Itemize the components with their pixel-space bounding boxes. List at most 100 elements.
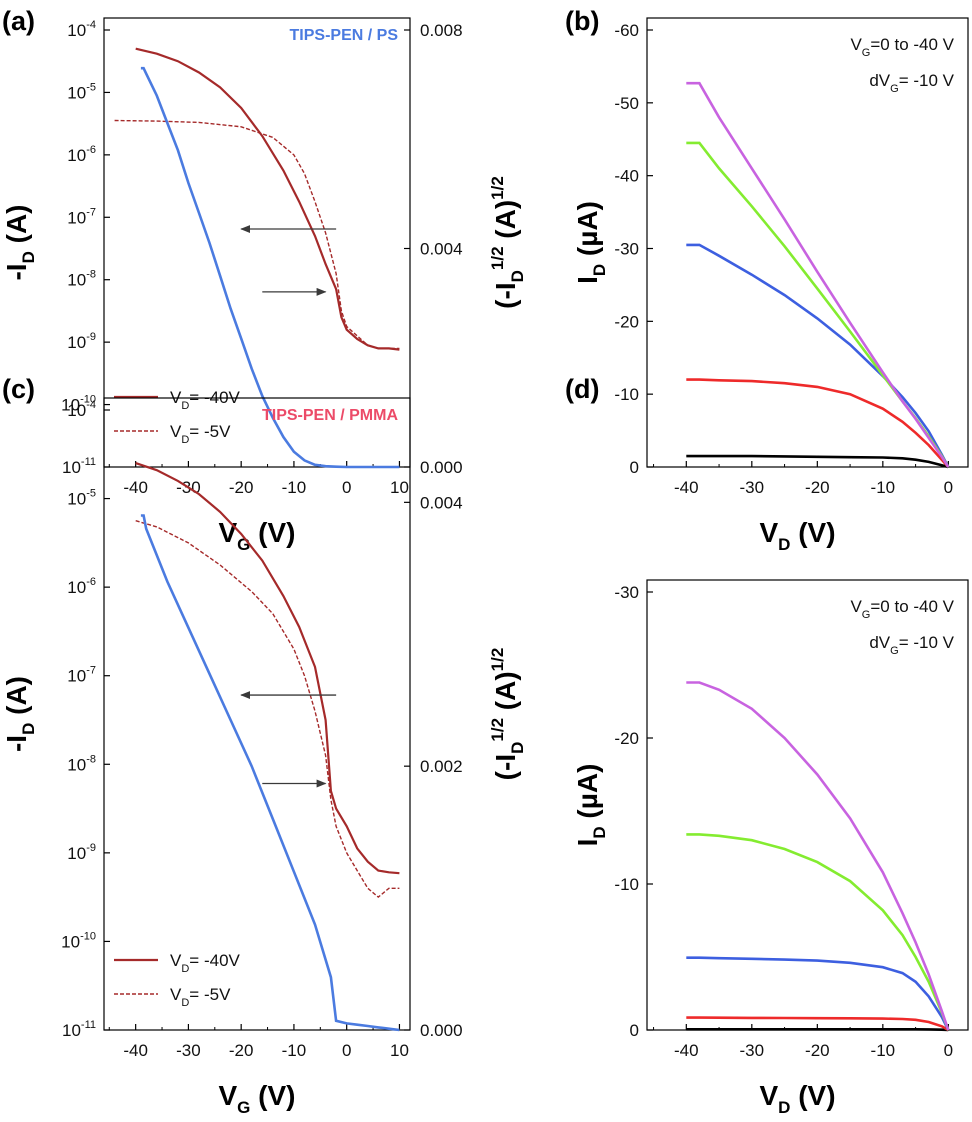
y-tick-label: 10-6 [67,576,96,597]
y-axis-title-main: -I [1,735,32,752]
legend-label-pre: V [170,985,182,1004]
legend-label: VD= -5V [170,422,231,446]
annotation-post: =0 to -40 V [870,597,954,616]
y-tick-label: 10-8 [67,753,96,774]
legend-label-post: = -5V [189,985,231,1004]
y-axis-title-main: I [572,839,603,847]
y2-axis-title-mid: (A) [490,671,521,718]
x-axis-title-unit: (V) [250,1080,295,1111]
annotation-pre: V [850,597,862,616]
y-axis-title: -ID (A) [1,204,38,280]
x-tick-label: -30 [176,1041,201,1060]
data-series-vg40 [686,681,950,1031]
data-series-log-solid [135,462,400,875]
y-tick-label: 10-8 [67,269,96,290]
y-tick-label: 10-4 [67,19,96,40]
x-tick-label: 10 [390,478,409,497]
y-tick-label: 10-7 [67,206,96,227]
y-axis-title-unit: (A) [1,204,32,251]
legend-label-sub: D [181,400,189,412]
y-tick-exponent: -6 [86,576,96,588]
y-tick-label: -50 [614,94,639,113]
y2-axis-title-sub: D [508,270,527,282]
inset-title: TIPS-PEN / PMMA [262,407,398,424]
y-tick-label: 10-5 [67,488,96,509]
y-tick-exponent: -7 [86,206,96,218]
y-tick-exponent: -11 [81,1019,96,1031]
y-tick-base: 10 [67,490,86,509]
x-tick-label: -40 [123,1041,148,1060]
x-tick-label: -10 [871,478,896,497]
legend-label: VD= -40V [170,951,241,975]
legend-label-pre: V [170,951,182,970]
y-tick-base: 10 [67,578,86,597]
data-series-log-solid [135,47,400,351]
y-axis-title-unit: (µA) [572,201,603,264]
y-tick-label: 10-10 [61,394,96,415]
x-axis-title-unit: (V) [790,1080,835,1111]
panel-label: (b) [565,6,599,36]
y-tick-base: 10 [62,458,81,477]
x-tick-label: 10 [390,1041,409,1060]
x-axis-title-sub: D [778,535,790,554]
x-axis-title-sub: D [778,1098,790,1117]
y-tick-label: -30 [614,583,639,602]
y-tick-label: -10 [614,875,639,894]
y-tick-base: 10 [67,21,86,40]
data-series-vg0 [686,1028,949,1032]
data-series-sqrt [140,66,400,469]
y-axis-title-unit: (µA) [572,764,603,827]
annotation-pre: V [850,35,862,54]
x-tick-label: 0 [944,478,953,497]
x-axis-title: VD (V) [759,517,835,554]
x-axis-title-main: V [759,517,778,548]
panel-c: (c)-40 -30 -20 -10 0 1010-1110-1010-910-810-7… [1,374,527,1117]
legend-label: VD= -40V [170,388,241,412]
x-tick-label: -20 [805,478,830,497]
y-tick-label: 10-9 [67,331,96,352]
y-tick-label: 10-5 [67,81,96,102]
y2-tick-label: 0.004 [420,240,463,259]
y-tick-label: 10-4 [67,399,96,420]
y-tick-label: 0 [630,458,639,477]
data-series-log-dashed [135,520,400,899]
x-axis-title-unit: (V) [790,517,835,548]
x-axis-title-main: V [759,1080,778,1111]
y-tick-label: -40 [614,167,639,186]
plot-frame [646,17,969,468]
y-axis-title: ID (µA) [572,764,609,847]
x-tick-label: -10 [282,1041,307,1060]
y-tick-exponent: -4 [86,399,96,411]
y-tick-base: 10 [61,396,80,415]
y-tick-base: 10 [67,667,86,686]
y-axis-title-sub: D [19,251,38,263]
panel-label: (d) [565,374,599,404]
y-tick-base: 10 [61,932,80,951]
y2-axis-title-sup2: 1/2 [488,648,507,672]
y-axis-title-sub: D [19,723,38,735]
annotation-line: dVG= -10 V [869,633,954,657]
annotation-post: = -10 V [899,633,955,652]
y-tick-exponent: -10 [80,930,96,942]
y-tick-label: 10-6 [67,144,96,165]
y-tick-base: 10 [62,1021,81,1040]
plot-frame [103,17,411,468]
panel-a: (a)-40 -30 -20 -10 0 1010-1110-1010-910-810-7… [1,6,527,554]
legend-label: VD= -5V [170,985,231,1009]
panel-label: (a) [2,6,35,36]
annotation-post: = -10 V [899,71,955,90]
y-tick-label: -20 [614,312,639,331]
x-tick-label: 0 [342,1041,351,1060]
annotation-line: dVG= -10 V [869,71,954,95]
y-tick-exponent: -9 [86,842,96,854]
y2-tick-label: 0.004 [420,493,463,512]
y2-tick-label: 0.000 [420,1021,463,1040]
x-tick-label: 0 [944,1041,953,1060]
y-tick-exponent: -9 [86,331,96,343]
y-axis-title-sub: D [590,826,609,838]
y-tick-base: 10 [67,401,86,420]
y2-axis-title: (-ID1/2 (A)1/2 [488,648,527,781]
x-tick-label: -20 [229,478,254,497]
